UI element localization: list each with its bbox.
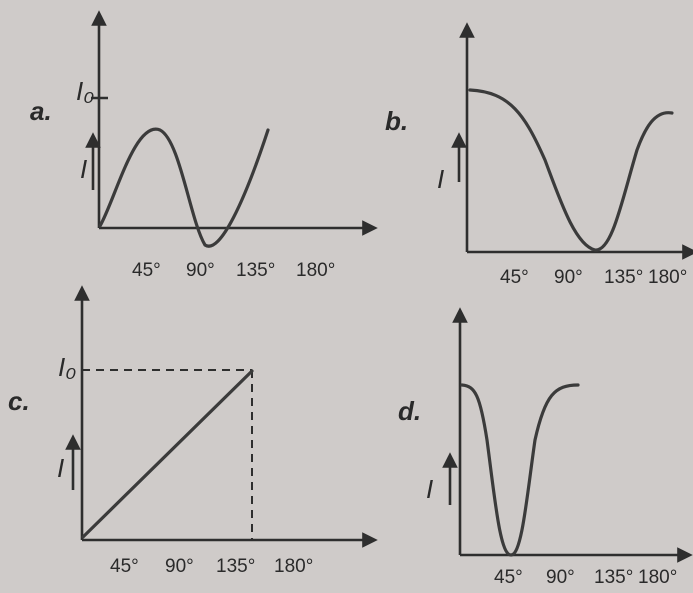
panel-c-line xyxy=(81,369,254,539)
panel-b: b. I 45° 90° 135° 180° xyxy=(385,22,693,288)
panel-a-ref-label: I₀ xyxy=(76,76,94,106)
panel-a-tick-90: 90° xyxy=(186,260,215,281)
panel-d-y-label: I xyxy=(426,474,433,504)
panel-b-y-label: I xyxy=(437,164,444,194)
panel-c: c. I₀ I 45° 90° 135° 180° xyxy=(8,285,378,577)
panel-d-letter: d. xyxy=(398,396,421,426)
panel-a-tick-45: 45° xyxy=(132,260,161,281)
panel-b-curve xyxy=(468,88,674,252)
panel-d-tick-45: 45° xyxy=(494,567,523,588)
panel-c-tick-45: 45° xyxy=(110,556,139,577)
panel-a-letter: a. xyxy=(30,96,52,126)
panel-b-tick-180: 180° xyxy=(648,267,687,288)
panel-d-tick-180: 180° xyxy=(638,567,677,588)
panel-c-tick-135: 135° xyxy=(216,556,255,577)
panel-a-curve xyxy=(98,127,270,248)
panel-c-letter: c. xyxy=(8,386,30,416)
panel-d-tick-135: 135° xyxy=(594,567,633,588)
panel-a: a. I₀ I 45° 90° 135° 180° xyxy=(30,10,378,281)
panel-c-tick-90: 90° xyxy=(165,556,194,577)
panel-b-letter: b. xyxy=(385,106,408,136)
panel-d: d. I 45° 90° 135° 180° xyxy=(398,307,693,588)
panel-a-y-label: I xyxy=(80,154,87,184)
panel-c-tick-180: 180° xyxy=(274,556,313,577)
panel-b-tick-135: 135° xyxy=(604,267,643,288)
panel-d-tick-90: 90° xyxy=(546,567,575,588)
panel-a-tick-180: 180° xyxy=(296,260,335,281)
panel-a-tick-135: 135° xyxy=(236,260,275,281)
panel-b-tick-90: 90° xyxy=(554,267,583,288)
panel-c-ref-label: I₀ xyxy=(58,352,76,382)
panel-c-y-label: I xyxy=(57,453,64,483)
panel-d-curve xyxy=(460,383,580,557)
panel-b-tick-45: 45° xyxy=(500,267,529,288)
